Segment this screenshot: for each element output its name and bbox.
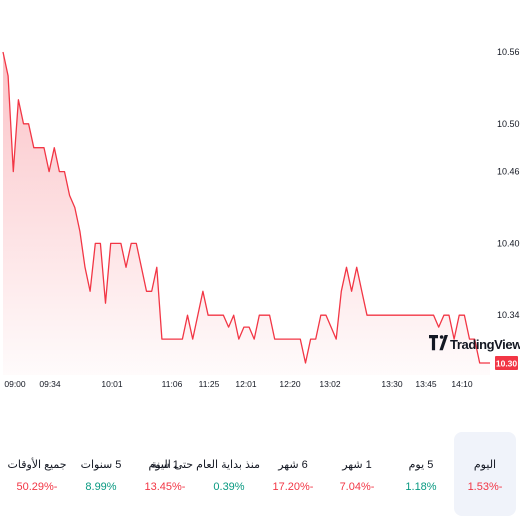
- last-price-value: 10.30: [496, 358, 518, 368]
- y-axis: 10.56 10.50 10.46 10.40 10.34: [497, 47, 520, 320]
- period-8[interactable]: جميع الأوقات 50.29%-: [6, 432, 68, 516]
- y-tick-label: 10.46: [497, 167, 520, 177]
- period-label: 1 شهر: [342, 459, 372, 471]
- x-tick-label: 09:00: [4, 379, 26, 389]
- period-label: جميع الأوقات: [7, 459, 67, 471]
- x-tick-label: 11:06: [162, 379, 183, 389]
- x-tick-label: 13:45: [415, 379, 437, 389]
- period-label: 5 سنوات: [80, 459, 122, 471]
- y-tick-label: 10.34: [497, 310, 520, 320]
- y-tick-label: 10.40: [497, 238, 520, 248]
- period-label: 6 شهر: [278, 459, 308, 471]
- period-change-value: 50.29%-: [16, 481, 58, 493]
- period-7[interactable]: 5 سنوات 8.99%: [70, 432, 132, 516]
- price-line: [2, 51, 490, 364]
- period-change-value: 7.04%-: [339, 481, 375, 493]
- x-tick-label: 13:02: [319, 379, 341, 389]
- period-change-value: 13.45%-: [144, 481, 186, 493]
- period-change-value: 0.39%: [213, 481, 245, 493]
- last-price-background: [495, 356, 518, 370]
- x-tick-label: 12:01: [235, 379, 257, 389]
- y-tick-label: 10.56: [497, 47, 520, 57]
- y-tick-label: 10.50: [497, 119, 520, 129]
- x-tick-label: 10:01: [101, 379, 123, 389]
- period-6[interactable]: 1 سنة 13.45%-: [134, 432, 196, 516]
- price-area-fill: [3, 52, 490, 375]
- x-tick-label: 09:34: [39, 379, 61, 389]
- period-label: 1 سنة: [151, 459, 179, 471]
- period-change-value: 17.20%-: [272, 481, 314, 493]
- period-label: اليوم: [473, 459, 497, 471]
- tradingview-logo-icon: [429, 335, 448, 351]
- x-tick-label: 12:20: [279, 379, 301, 389]
- period-1[interactable]: اليوم 1.53%-: [454, 432, 516, 516]
- period-4[interactable]: 6 شهر 17.20%-: [262, 432, 324, 516]
- period-change-value: 8.99%: [85, 481, 117, 493]
- tradingview-brand-text: TradingView: [450, 337, 520, 352]
- price-chart[interactable]: 10.56 10.50 10.46 10.40 10.34 09:00 09:34 10:0…: [0, 0, 520, 400]
- last-price-label: 10.30: [495, 356, 518, 370]
- period-3[interactable]: 1 شهر 7.04%-: [326, 432, 388, 516]
- x-tick-label: 14:10: [451, 379, 473, 389]
- x-tick-label: 13:30: [381, 379, 403, 389]
- performance-periods: اليوم 1.53%- 5 يوم 1.18% 1 شهر 7.04%- 6 شهر 17.…: [0, 430, 520, 520]
- x-axis: 09:00 09:34 10:01 11:06 11:25 12:01 12:20 13:02…: [4, 379, 473, 389]
- period-2[interactable]: 5 يوم 1.18%: [390, 432, 452, 516]
- period-label: 5 يوم: [408, 459, 434, 471]
- period-change-value: 1.18%: [405, 481, 437, 493]
- period-label: منذ بداية العام حتى اليوم: [148, 459, 260, 471]
- period-5[interactable]: منذ بداية العام حتى اليوم 0.39%: [148, 432, 260, 516]
- period-change-value: 1.53%-: [467, 481, 503, 493]
- x-tick-label: 11:25: [199, 379, 220, 389]
- tradingview-brand[interactable]: TradingView: [429, 335, 520, 352]
